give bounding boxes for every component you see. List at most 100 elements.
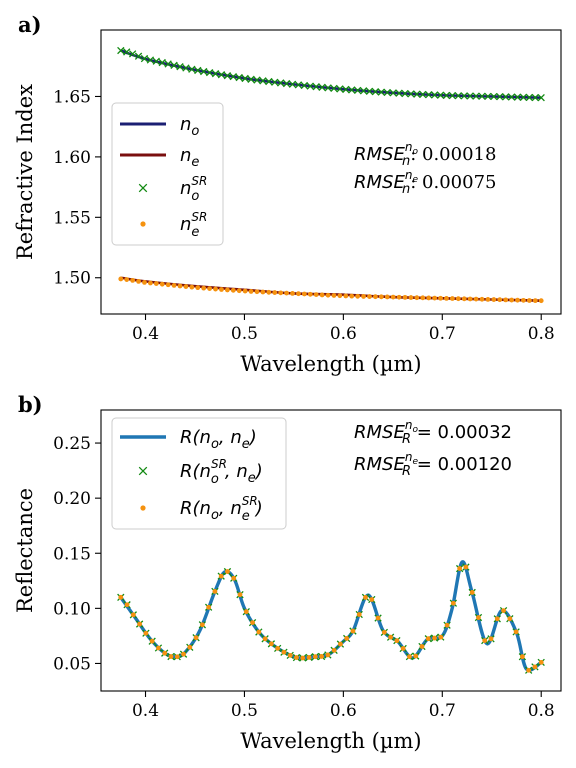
dot-marker: [187, 644, 193, 650]
legend: no ne nSR o nSR e: [111, 102, 224, 246]
dot-marker: [174, 654, 180, 660]
cross-marker: [442, 91, 451, 100]
dot-marker: [136, 278, 141, 284]
cross-marker: [377, 88, 385, 96]
dot-marker: [281, 649, 287, 655]
dot-marker: [224, 287, 230, 293]
dot-marker: [467, 296, 473, 302]
legend-box: [111, 102, 224, 246]
dot-marker: [432, 295, 438, 301]
series-markers-neSR: [118, 276, 544, 304]
x-axis-label: Wavelength (µm): [240, 352, 421, 376]
x-tick-label: 0.6: [330, 701, 357, 721]
y-tick-label: 1.50: [53, 269, 91, 289]
legend-label: no: [180, 114, 199, 139]
dot-marker: [325, 292, 331, 298]
cross-marker: [436, 91, 445, 99]
dot-marker: [301, 291, 307, 297]
cross-marker: [138, 466, 148, 476]
dot-marker: [501, 608, 506, 614]
dot-marker: [532, 298, 538, 304]
dot-marker: [503, 297, 509, 303]
x-tick-label: 0.7: [429, 324, 456, 344]
legend-entry: R(nSR o, ne): [138, 457, 263, 487]
axes-frame: [100, 29, 562, 315]
dot-marker: [272, 290, 278, 295]
dot-marker: [193, 635, 199, 641]
dot-marker: [509, 297, 515, 303]
dot-marker: [363, 594, 368, 600]
dot-marker: [507, 616, 513, 622]
y-axis-label: Refractive Index: [13, 84, 37, 260]
cross-marker: [507, 93, 516, 101]
cross-marker: [205, 68, 214, 77]
dot-marker: [375, 615, 381, 621]
cross-marker: [277, 79, 285, 87]
dot-marker: [414, 295, 420, 301]
cross-marker: [211, 70, 220, 78]
y-tick-label: 0.25: [53, 434, 91, 454]
dot-marker: [461, 296, 467, 302]
cross-marker: [138, 183, 148, 193]
legend-box: [111, 417, 287, 530]
panel-label: a): [18, 12, 42, 37]
cross-marker: [484, 92, 492, 101]
y-tick-label: 1.60: [53, 148, 91, 168]
cross-marker: [371, 88, 380, 96]
chart-panel-b: b) 0.4 0.5 0.6 0.7 0.8 0.05 0.10 0.15 0.20 0.25 Wav…: [13, 392, 562, 753]
legend-entry: R(no, nSR e): [140, 494, 263, 524]
dot-marker: [130, 277, 136, 283]
series-line-ne: [120, 276, 542, 303]
axes-frame: [100, 409, 562, 692]
dot-marker: [243, 609, 249, 615]
dot-marker: [381, 629, 387, 635]
dot-marker: [519, 654, 525, 660]
dot-marker: [266, 289, 272, 295]
dot-marker: [312, 654, 318, 660]
legend-entry: no: [120, 114, 199, 139]
cross-marker: [306, 82, 314, 90]
y-tick-label: 0.10: [53, 599, 91, 619]
dot-marker: [337, 293, 343, 299]
dot-marker: [388, 634, 394, 640]
cross-marker: [389, 89, 397, 97]
legend-label: R(nSR o, ne): [180, 457, 263, 487]
cross-marker: [395, 89, 403, 97]
cross-marker: [158, 58, 166, 67]
cross-marker: [288, 80, 297, 88]
cross-marker: [525, 93, 534, 102]
dot-marker: [230, 287, 236, 293]
dot-marker: [219, 287, 224, 292]
x-axis-label: Wavelength (µm): [240, 729, 421, 753]
dot-marker: [262, 636, 268, 642]
cross-marker: [448, 91, 457, 100]
cross-marker: [128, 50, 137, 58]
x-tick-label: 0.4: [132, 701, 159, 721]
dot-marker: [426, 295, 432, 301]
dot-marker: [124, 602, 130, 608]
dot-marker: [338, 641, 343, 647]
cross-marker: [265, 77, 273, 86]
dot-marker: [396, 294, 402, 300]
dot-marker: [420, 295, 426, 301]
dot-marker: [485, 297, 491, 302]
cross-marker: [200, 67, 208, 76]
dot-marker: [367, 294, 372, 299]
series-markers-noSR: [117, 46, 545, 102]
dot-marker: [183, 284, 189, 289]
dot-marker: [206, 604, 212, 610]
dot-marker: [140, 221, 146, 227]
dot-marker: [213, 286, 218, 292]
dot-marker: [457, 566, 463, 571]
y-tick-label: 0.15: [53, 544, 91, 564]
cross-marker: [365, 87, 374, 95]
dot-marker: [236, 288, 242, 294]
cross-marker: [194, 66, 202, 75]
cross-marker: [324, 84, 332, 92]
dot-marker: [162, 650, 168, 656]
x-tick-label: 0.7: [429, 701, 456, 721]
dot-marker: [278, 290, 284, 296]
dot-marker: [355, 293, 361, 299]
legend-label: ne: [180, 145, 199, 170]
cross-marker: [342, 85, 350, 94]
